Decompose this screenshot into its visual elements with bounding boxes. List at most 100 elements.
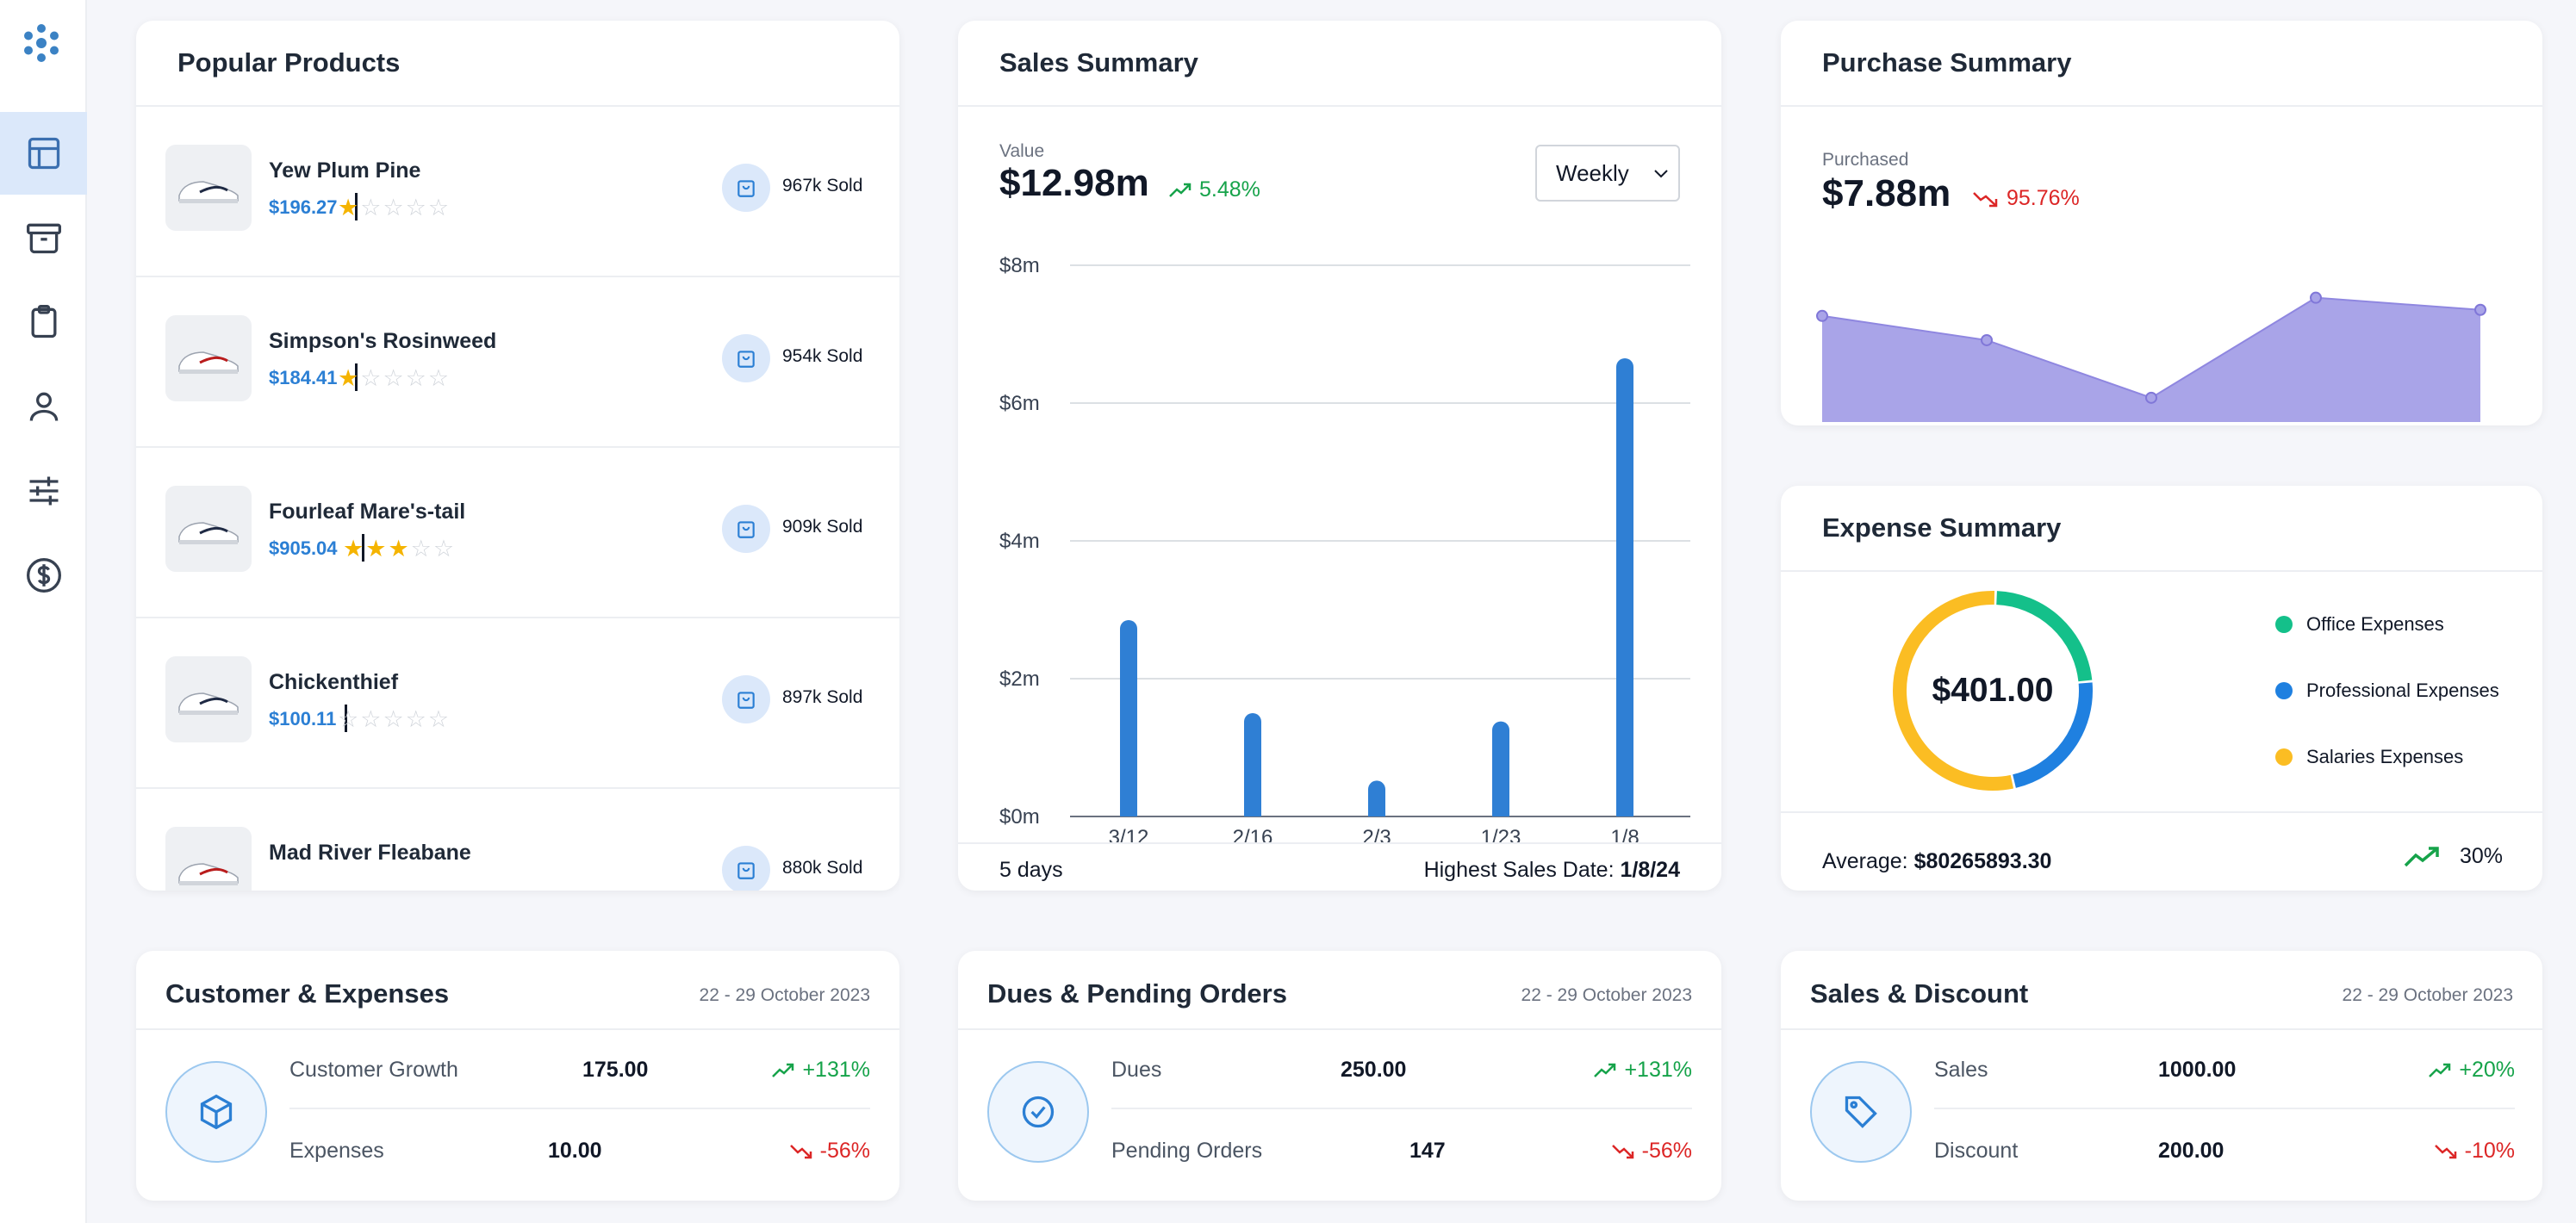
star-icon: ☆ <box>338 706 361 732</box>
sidebar-item-settings[interactable] <box>0 450 87 532</box>
star-icon: ★ <box>388 536 411 562</box>
trending-up-icon <box>2429 1063 2451 1077</box>
stat-change: +131% <box>771 1058 870 1083</box>
star-icon: ☆ <box>427 195 451 220</box>
bar <box>1616 358 1633 816</box>
stat-change-value: +131% <box>802 1058 870 1082</box>
expense-trend-value: 30% <box>2459 844 2503 868</box>
x-tick-label: 1/23 <box>1481 826 1521 849</box>
star-icon: ★ <box>365 536 389 562</box>
star-icon: ☆ <box>383 706 406 732</box>
legend-item: Salaries Expenses <box>2275 746 2463 768</box>
popular-products-title: Popular Products <box>177 47 401 78</box>
star-icon: ★ <box>343 536 366 562</box>
expense-summary-card: Expense Summary $401.00 Average: $802658… <box>1781 486 2542 891</box>
period-select-value: Weekly <box>1556 159 1629 186</box>
stat-change-value: +20% <box>2459 1058 2515 1082</box>
stat-change: -56% <box>1611 1139 1692 1164</box>
donut-slice <box>1996 591 2093 682</box>
shopping-bag-icon <box>722 164 770 212</box>
trending-up-icon <box>772 1063 794 1077</box>
product-price: $184.41 <box>269 367 338 388</box>
star-icon: ☆ <box>405 706 428 732</box>
package-icon <box>165 1061 267 1163</box>
legend-dot <box>2275 682 2293 699</box>
sales-change-value: 5.48% <box>1199 177 1260 202</box>
sidebar-item-inventory[interactable] <box>0 196 87 279</box>
area-point <box>1981 333 1993 346</box>
archive-icon <box>26 223 61 254</box>
stat-change: -10% <box>2434 1139 2515 1164</box>
divider <box>345 705 347 732</box>
period-select[interactable]: Weekly <box>1535 145 1680 202</box>
stat-card-date: 22 - 29 October 2023 <box>1521 985 1692 1005</box>
stat-value: 147 <box>1409 1139 1446 1163</box>
y-tick-label: $0m <box>999 805 1040 829</box>
stat-row: Customer Growth 175.00 +131% <box>289 1030 870 1109</box>
dollar-circle-icon <box>26 558 61 593</box>
trending-up-icon <box>2404 846 2439 866</box>
sales-value-label: Value <box>999 141 1045 161</box>
stat-value: 250.00 <box>1341 1058 1407 1082</box>
sidebar-item-expenses[interactable] <box>0 534 87 617</box>
product-price: $196.27 <box>269 196 338 218</box>
product-row[interactable]: Yew Plum Pine $196.27 ★☆☆☆☆ 967k Sold <box>136 107 899 277</box>
stat-value: 200.00 <box>2158 1139 2224 1163</box>
purchase-summary-title: Purchase Summary <box>1822 47 2072 78</box>
stat-name: Expenses <box>289 1139 384 1163</box>
sidebar-item-orders[interactable] <box>0 281 87 363</box>
bar-base <box>1616 806 1633 816</box>
y-tick-label: $6m <box>999 392 1040 415</box>
sidebar-item-users[interactable] <box>0 365 87 448</box>
star-icon: ☆ <box>383 365 406 391</box>
donut-slice <box>1893 591 2014 791</box>
stat-card-date: 22 - 29 October 2023 <box>699 985 870 1005</box>
sneaker-icon <box>178 181 239 203</box>
product-row[interactable]: Fourleaf Mare's-tail $905.04 ★★★☆☆ 909k … <box>136 448 899 618</box>
shopping-bag-icon <box>722 505 770 553</box>
expense-summary-title: Expense Summary <box>1822 512 2062 543</box>
user-icon <box>29 392 58 421</box>
area-point <box>2474 303 2486 316</box>
highest-sales-value: 1/8/24 <box>1620 858 1680 882</box>
sneaker-icon <box>178 351 239 374</box>
product-row[interactable]: Mad River Fleabane 880k Sold <box>136 789 899 891</box>
legend-label: Salaries Expenses <box>2306 746 2464 767</box>
stat-change-value: -56% <box>1641 1139 1692 1163</box>
check-circle-icon <box>987 1061 1089 1163</box>
stat-value: 175.00 <box>582 1058 649 1082</box>
legend-item: Office Expenses <box>2275 613 2444 636</box>
bar <box>1120 620 1137 816</box>
y-tick-label: $4m <box>999 530 1040 553</box>
star-icon: ☆ <box>432 536 457 562</box>
stat-card-date: 22 - 29 October 2023 <box>2342 985 2513 1005</box>
layout-icon <box>28 137 59 170</box>
product-row[interactable]: Chickenthief $100.11 ☆☆☆☆☆ 897k Sold <box>136 618 899 789</box>
rating-stars: ★☆☆☆☆ <box>338 195 451 221</box>
purchase-value: $7.88m <box>1822 172 1951 214</box>
legend-dot <box>2275 616 2293 633</box>
product-sold-count: 880k Sold <box>782 858 863 878</box>
x-tick-label: 3/12 <box>1109 826 1149 849</box>
product-thumbnail <box>165 145 252 231</box>
product-row[interactable]: Simpson's Rosinweed $184.41 ★☆☆☆☆ 954k S… <box>136 277 899 448</box>
product-name: Simpson's Rosinweed <box>269 329 497 353</box>
stat-card-header: Sales & Discount 22 - 29 October 2023 <box>1781 951 2542 1030</box>
sneaker-icon <box>178 522 239 544</box>
trending-up-icon <box>1169 183 1192 197</box>
star-icon: ☆ <box>427 365 451 391</box>
shopping-bag-icon <box>722 334 770 382</box>
sidebar-item-dashboard[interactable] <box>0 112 87 195</box>
bar-base <box>1244 806 1261 816</box>
stat-change-value: -56% <box>819 1139 870 1163</box>
sales-value: $12.98m <box>999 162 1149 204</box>
star-icon: ☆ <box>360 706 383 732</box>
expense-average-value: $80265893.30 <box>1913 849 2052 873</box>
area-point <box>2310 291 2322 304</box>
legend-label: Professional Expenses <box>2306 680 2499 701</box>
star-icon: ★ <box>338 365 361 391</box>
stat-value: 1000.00 <box>2158 1058 2237 1082</box>
stat-card-title: Dues & Pending Orders <box>987 978 1287 1009</box>
stat-row: Sales 1000.00 +20% <box>1934 1030 2515 1109</box>
logo-icon[interactable] <box>19 21 64 65</box>
